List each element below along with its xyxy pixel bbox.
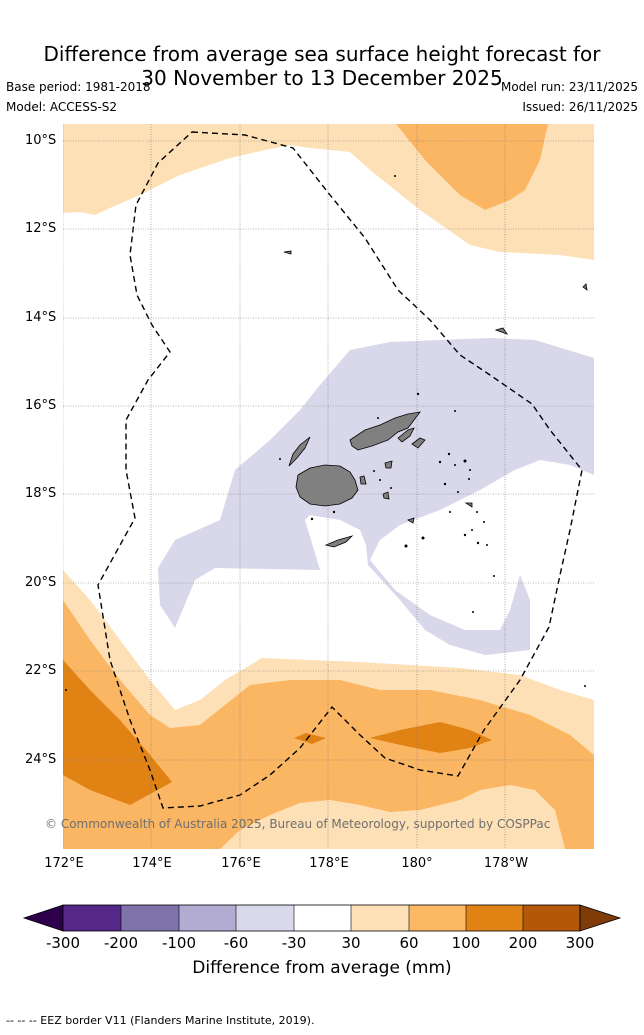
- colorbar-tick: 200: [508, 934, 538, 952]
- colorbar-tick: 30: [341, 934, 361, 952]
- colorbar-bin-2: [121, 905, 179, 931]
- small-islets: [65, 175, 586, 691]
- lat-label: 20°S: [25, 575, 57, 590]
- land-masses: [283, 250, 588, 548]
- colorbar-bin-9: [523, 905, 580, 931]
- eez-border: [97, 131, 583, 809]
- island-small-1: [384, 460, 393, 469]
- anomaly-region-south-medium: [63, 600, 594, 849]
- graticule: [63, 124, 594, 849]
- colorbar-tick: -300: [45, 934, 81, 952]
- colorbar: [22, 904, 622, 932]
- model-run: Model run: 23/11/2025: [500, 80, 638, 94]
- eez-footnote: -- -- -- EEZ border V11 (Flanders Marine…: [6, 1014, 315, 1027]
- lat-label: 16°S: [25, 398, 57, 413]
- lat-label: 14°S: [25, 310, 57, 325]
- colorbar-bin-5: [294, 905, 351, 931]
- title-line-1: Difference from average sea surface heig…: [43, 42, 601, 66]
- lat-label: 18°S: [25, 486, 57, 501]
- colorbar-tick: -30: [281, 934, 307, 952]
- island-taveuni: [397, 427, 415, 443]
- lon-label: 176°E: [221, 856, 261, 871]
- colorbar-extend-min: [22, 904, 64, 932]
- colorbar-tick: 300: [565, 934, 595, 952]
- island-viti-levu: [295, 464, 359, 507]
- map-area: [63, 124, 594, 849]
- island-vanua-levu: [349, 411, 421, 451]
- colorbar-bin-8: [466, 905, 523, 931]
- lon-label: 180°: [401, 856, 433, 871]
- anomaly-region-south-dark: [370, 722, 492, 753]
- colorbar-bin-1: [63, 905, 121, 931]
- colorbar-bin-6: [351, 905, 409, 931]
- lon-label: 172°E: [44, 856, 84, 871]
- model-name: Model: ACCESS-S2: [6, 100, 118, 114]
- lat-label: 12°S: [25, 221, 57, 236]
- anomaly-region-north-medium: [396, 124, 548, 210]
- issued-date: Issued: 26/11/2025: [522, 100, 638, 114]
- lon-label: 178°E: [309, 856, 349, 871]
- island-small-7: [464, 502, 473, 508]
- island-ovalau: [288, 436, 311, 467]
- anomaly-region-south-dark-small: [294, 733, 326, 744]
- colorbar-bin-4: [236, 905, 294, 931]
- colorbar-tick: 100: [451, 934, 481, 952]
- colorbar-tick: -200: [103, 934, 139, 952]
- colorbar-bin-7: [409, 905, 466, 931]
- anomaly-region-southwest-dark: [63, 660, 172, 805]
- island-small-8: [359, 475, 367, 485]
- lon-label: 174°E: [132, 856, 172, 871]
- island-koro: [411, 437, 426, 449]
- island-small-3: [407, 517, 415, 524]
- colorbar-tick: 60: [399, 934, 419, 952]
- colorbar-bin-3: [179, 905, 236, 931]
- colorbar-frame: [62, 904, 581, 932]
- lat-label: 24°S: [25, 752, 57, 767]
- anomaly-region-central-negative: [158, 338, 594, 655]
- title-line-2: 30 November to 13 December 2025: [141, 66, 503, 90]
- island-small-2: [382, 491, 390, 500]
- colorbar-tick: -60: [223, 934, 249, 952]
- colorbar-tick: -100: [161, 934, 197, 952]
- island-small-6: [494, 327, 509, 335]
- base-period: Base period: 1981-2018: [6, 80, 151, 94]
- lat-label: 22°S: [25, 663, 57, 678]
- island-small-5: [582, 283, 588, 291]
- copyright-notice: © Commonwealth of Australia 2025, Bureau…: [45, 817, 551, 831]
- colorbar-extend-max: [579, 904, 622, 932]
- lat-label: 10°S: [25, 133, 57, 148]
- lon-label: 178°W: [483, 856, 529, 871]
- island-small-4: [283, 250, 292, 255]
- colorbar-label: Difference from average (mm): [192, 958, 452, 978]
- island-kadavu: [324, 535, 354, 548]
